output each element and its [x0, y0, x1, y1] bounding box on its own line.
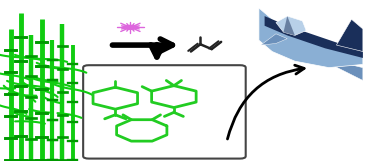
Ellipse shape: [123, 25, 138, 29]
Polygon shape: [336, 19, 363, 52]
Polygon shape: [265, 16, 363, 58]
Polygon shape: [261, 34, 287, 45]
Polygon shape: [259, 8, 363, 68]
FancyArrowPatch shape: [228, 65, 304, 139]
Polygon shape: [302, 50, 329, 64]
FancyBboxPatch shape: [83, 65, 246, 159]
Polygon shape: [299, 48, 363, 80]
Polygon shape: [284, 16, 295, 35]
Polygon shape: [276, 16, 306, 35]
